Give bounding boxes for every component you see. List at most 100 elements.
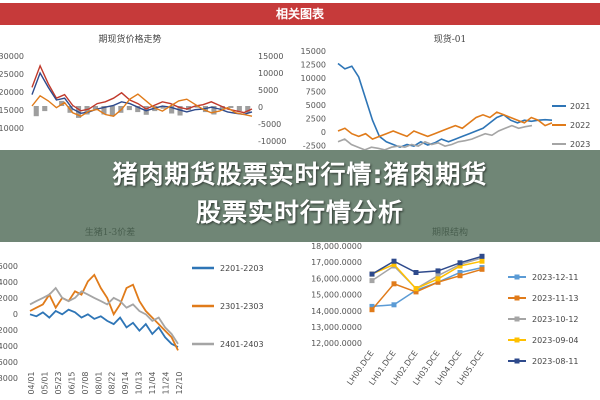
series-marker [413, 270, 419, 275]
series-line-1 [31, 71, 253, 116]
y-tick: -2500 [303, 142, 326, 151]
headline-line-1: 猪肉期货股票实时行情:猪肉期货 [112, 160, 488, 189]
y-tick: 0 [321, 128, 326, 137]
series-marker [435, 273, 441, 279]
x-tick: 12/10 [175, 371, 184, 394]
series-marker [479, 266, 485, 272]
legend-marker [514, 337, 520, 343]
y-tick: 2000 [0, 294, 18, 303]
series-marker [391, 281, 397, 287]
y-tick: 6000 [0, 262, 18, 271]
series-line-2 [337, 124, 533, 150]
series-line-0 [29, 308, 179, 348]
y-tick-right: 5000 [258, 86, 278, 95]
y-tick: 12,000.0000 [311, 339, 362, 348]
series-line-1 [337, 111, 553, 141]
basis-bar [109, 106, 115, 117]
series-marker [413, 289, 419, 295]
series-marker [369, 307, 375, 313]
series-marker [413, 286, 419, 292]
headline-line-2: 股票实时行情分析 [195, 198, 404, 227]
series-line-2 [31, 93, 253, 117]
y-tick-left: 10000 [0, 124, 24, 133]
x-tick: 05/01 [40, 371, 49, 394]
y-tick: 12500 [301, 61, 326, 70]
chart-spread-1-3: 生猪1-3价差6000400020000-2000-4000-6000-8000… [0, 225, 290, 400]
y-tick-right: 15000 [258, 52, 283, 61]
series-marker [457, 270, 463, 275]
y-tick: 0 [13, 310, 18, 319]
basis-bar [84, 106, 90, 115]
y-tick-left: 25000 [0, 70, 24, 79]
series-marker [435, 276, 441, 282]
legend-marker [514, 295, 520, 301]
series-marker [457, 263, 463, 269]
y-tick-left: 15000 [0, 106, 24, 115]
x-tick: 09/14 [121, 371, 130, 394]
series-marker [391, 258, 397, 264]
y-tick: 14,000.0000 [311, 307, 362, 316]
legend-marker [514, 316, 520, 322]
y-tick-left: 30000 [0, 52, 24, 61]
basis-bar [236, 106, 242, 112]
basis-bar [228, 106, 234, 108]
chart-title: 期现货价格走势 [98, 33, 161, 45]
x-tick: 08/01 [94, 371, 103, 394]
basis-bar [211, 106, 217, 115]
series-marker [369, 278, 375, 284]
y-tick: 7500 [306, 88, 326, 97]
basis-bar [101, 106, 107, 115]
legend-label: 2301-2303 [220, 302, 264, 311]
headline-overlay: 猪肉期货股票实时行情:猪肉期货 股票实时行情分析 [40, 156, 560, 232]
basis-bar [92, 106, 98, 110]
x-tick: 11/24 [162, 371, 171, 394]
y-tick-right: 0 [258, 103, 263, 112]
legend-label: 2023-08-11 [532, 357, 579, 366]
basis-bar [194, 106, 200, 108]
series-line-4 [371, 255, 483, 275]
x-tick: 06/15 [67, 371, 76, 394]
series-marker [369, 271, 375, 277]
y-tick: 13,000.0000 [311, 323, 362, 332]
y-tick-right: 10000 [258, 69, 283, 78]
basis-bar [126, 106, 132, 111]
chart-term-structure: 期限结构18,000.000017,000.000016,000.000015,… [300, 225, 600, 400]
series-line-1 [29, 273, 179, 351]
y-tick-right: -5000 [258, 120, 281, 129]
x-tick: 04/01 [27, 371, 36, 394]
y-tick: -6000 [0, 358, 18, 367]
legend-label: 2023 [570, 140, 590, 149]
basis-bar [59, 100, 65, 106]
series-line-0 [337, 62, 553, 149]
headline-overlay-band [0, 150, 600, 242]
series-marker [391, 261, 397, 267]
y-tick: -2000 [0, 326, 18, 335]
series-marker [391, 302, 397, 308]
basis-bar [219, 106, 225, 110]
y-tick: -8000 [0, 374, 18, 383]
series-line-2 [29, 286, 179, 345]
basis-bar [245, 106, 251, 113]
y-tick: 2500 [306, 115, 326, 124]
basis-bar [169, 106, 175, 114]
basis-bar [135, 106, 141, 113]
legend-label: 2023-11-13 [532, 294, 579, 303]
x-tick: 05/23 [54, 371, 63, 394]
legend-label: 2401-2403 [220, 340, 264, 349]
legend-label: 2201-2203 [220, 264, 264, 273]
x-tick: 11/04 [148, 371, 157, 394]
legend-label: 2022 [570, 121, 590, 130]
header-bar [0, 3, 600, 25]
y-tick: 10000 [301, 74, 326, 83]
basis-bar [33, 106, 39, 117]
chart-title: 现货-01 [434, 33, 467, 45]
header-title: 相关图表 [275, 7, 324, 21]
y-tick-left: 20000 [0, 88, 24, 97]
series-marker [435, 279, 441, 285]
y-tick-right: -10000 [258, 137, 286, 146]
series-marker [369, 303, 375, 309]
y-tick: 4000 [0, 278, 18, 287]
legend-marker [514, 274, 520, 280]
basis-bar [42, 106, 48, 112]
header-banner: 相关图表 [0, 0, 600, 26]
